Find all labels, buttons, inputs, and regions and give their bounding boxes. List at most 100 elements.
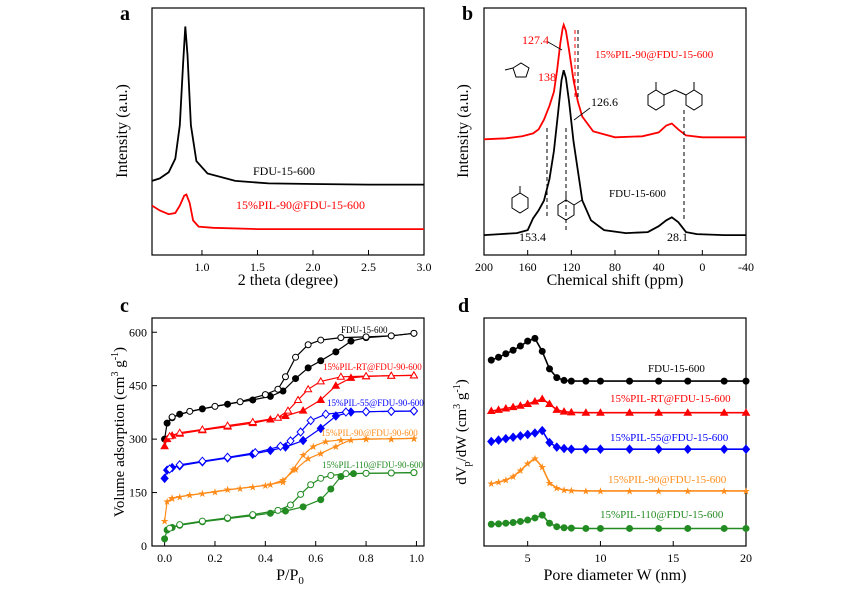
bisphenol-structure-icon bbox=[647, 82, 703, 111]
panel-c-series-4-ads-point-11 bbox=[327, 485, 335, 493]
panel-c-series-0-des-point-12 bbox=[186, 407, 194, 415]
panel-c-series-0-des-point-4 bbox=[317, 336, 325, 344]
panel-d-series-4-point-4 bbox=[516, 517, 524, 525]
panel-d-series-4-point-5 bbox=[524, 516, 532, 524]
substituted-phenol-structure-icon bbox=[557, 193, 583, 221]
panel-d-series-4-point-0 bbox=[487, 520, 495, 528]
panel-d-series-0-point-4 bbox=[516, 342, 524, 350]
panel-d-series-3-point-4: ★ bbox=[516, 466, 525, 477]
panel-d-series-0-point-18 bbox=[742, 377, 750, 385]
panel-c-label-4: 15%PIL-110@FDU-90-600 bbox=[322, 460, 423, 470]
panel-c-series-1-des-point-8 bbox=[273, 413, 283, 421]
panel-c-series-3-adsorption bbox=[164, 437, 414, 522]
panel-d-x-ticks: 5 10 15 20 bbox=[525, 541, 752, 565]
panel-c-series-0-des-point-8 bbox=[274, 385, 282, 393]
panel-c-series-3-ads-point-15: ★ bbox=[387, 434, 396, 445]
panel-b-ann-138: 138 bbox=[538, 70, 556, 84]
panel-b-letter: b bbox=[462, 3, 473, 25]
panel-c-series-0-ads-point-10 bbox=[304, 364, 312, 372]
panel-d-series-1-point-12 bbox=[581, 408, 591, 416]
panel-c-series-2-des-point-1 bbox=[387, 406, 396, 417]
panel-c-x-tick-label-3: 0.6 bbox=[308, 551, 323, 565]
panel-d-series-2-point-15 bbox=[654, 444, 663, 454]
panel-d-series-2-point-13 bbox=[596, 444, 605, 454]
panel-d-series-0-point-2 bbox=[502, 350, 510, 358]
panel-c-series-3-ads-point-2: ★ bbox=[168, 494, 177, 505]
panel-c-series-3-des-point-12: ★ bbox=[185, 491, 194, 502]
panel-c-series-0-ads-point-4 bbox=[198, 405, 206, 413]
panel-b-ann-153: 153.4 bbox=[519, 230, 546, 244]
panel-a-label-fdu: FDU-15-600 bbox=[253, 164, 315, 178]
panel-b-x-tick-label-2: 120 bbox=[562, 260, 580, 274]
panel-b: b 200 160 120 80 40 0 -40 127.4 138 126.6 153.… bbox=[455, 3, 754, 289]
panel-c-series-4-des-point-7 bbox=[297, 490, 305, 498]
panel-d-series-3-point-18: ★ bbox=[742, 486, 751, 497]
panel-c-series-4-ads-point-13 bbox=[349, 470, 357, 478]
panel-c-series-1-des-point-9 bbox=[248, 417, 258, 426]
panel-d-series-2-point-12 bbox=[581, 444, 591, 454]
panel-c-series-3-des-point-4: ★ bbox=[321, 437, 330, 448]
panel-c-series-3-des-point-0: ★ bbox=[409, 434, 418, 445]
panel-c-series-4-des-point-2 bbox=[362, 469, 370, 477]
panel-d-series-4-point-14 bbox=[626, 524, 634, 532]
panel-d-letter: d bbox=[458, 295, 469, 317]
panel-c-series-0-des-point-13 bbox=[168, 413, 176, 421]
panel-d-series-4-point-6 bbox=[531, 514, 539, 522]
panel-d-series-3-point-7: ★ bbox=[538, 463, 547, 474]
panel-c-series-4-des-point-6 bbox=[307, 481, 315, 489]
panel-d-series-1-point-16 bbox=[683, 408, 693, 416]
panel-a-x-tick-label-0: 1.0 bbox=[194, 260, 209, 274]
panel-d-series-1-point-6 bbox=[530, 396, 540, 405]
panel-c-series-4-des-point-11 bbox=[224, 514, 232, 522]
panel-c-series-3-ads-point-16: ★ bbox=[409, 434, 418, 445]
panel-c-series-2-des-point-12 bbox=[175, 460, 184, 470]
panel-d-series-4-point-18 bbox=[742, 524, 750, 532]
panel-c-series-3-ads-point-10: ★ bbox=[304, 454, 313, 465]
panel-d-series-labels: FDU-15-600 15%PIL-RT@FDU-15-600 15%PIL-55@… bbox=[600, 363, 731, 521]
panel-d-series-0-point-6 bbox=[531, 334, 539, 342]
panel-a-series-0 bbox=[151, 26, 424, 186]
panel-c-y-tick-label-4: 600 bbox=[129, 325, 147, 339]
panel-c-series-3-ads-point-1: ★ bbox=[163, 497, 172, 508]
panel-d: d 5 10 15 20 ★★★★★★★★★★★★ ★ ★ ★ ★ ★ ★ ★ FDU-15-600… bbox=[452, 295, 752, 584]
panel-a-ylabel: Intensity (a.u.) bbox=[114, 84, 131, 178]
panel-c-series-0-ads-point-6 bbox=[249, 396, 257, 404]
panel-c-series-0-ads-point-3 bbox=[176, 410, 184, 418]
panel-d-series-3-point-17: ★ bbox=[720, 486, 729, 497]
panel-c-series-2-des-point-8 bbox=[276, 441, 285, 452]
panel-d-series-1-point-3 bbox=[508, 402, 518, 411]
panel-d-series-4-point-9 bbox=[553, 523, 561, 531]
panel-c-series-2-des-point-0 bbox=[409, 406, 419, 416]
panel-d-series-3-point-2: ★ bbox=[501, 476, 510, 487]
panel-c-series-2-ads-point-11 bbox=[331, 411, 341, 421]
panel-d-series-4-point-1 bbox=[495, 520, 503, 528]
panel-c-series-2-des-point-6 bbox=[296, 427, 305, 437]
panel-c-series-1-ads-point-7 bbox=[265, 415, 275, 423]
panel-c-y-tick-label-2: 300 bbox=[129, 432, 147, 446]
panel-c-x-tick-label-5: 1.0 bbox=[409, 551, 424, 565]
panel-d-series-4-point-15 bbox=[655, 524, 663, 532]
panel-c-series-3-ads-point-0: ★ bbox=[160, 517, 169, 528]
panel-d-ylabel: dVp/dW (cm3 g-1) bbox=[452, 379, 473, 485]
panel-c-series-3-des-point-5: ★ bbox=[309, 442, 318, 453]
panel-d-series-0-point-17 bbox=[720, 377, 728, 385]
panel-c-series-0-desorption bbox=[171, 332, 414, 418]
panel-a-frame bbox=[151, 7, 425, 256]
panel-d-series-1-point-18 bbox=[741, 408, 751, 416]
panel-a-series-1 bbox=[151, 193, 424, 230]
panel-c-x-tick-label-4: 0.8 bbox=[359, 551, 374, 565]
panel-d-series-2-point-3 bbox=[508, 432, 518, 443]
panel-d-series-4-point-7 bbox=[538, 511, 546, 519]
panel-b-ann-126-arrow bbox=[573, 107, 591, 121]
panel-b-label-fdu: FDU-15-600 bbox=[609, 188, 666, 200]
panel-d-series-0-point-16 bbox=[684, 377, 692, 385]
panel-c-series-3-des-point-1: ★ bbox=[387, 434, 396, 445]
panel-b-x-tick-label-5: 0 bbox=[699, 260, 705, 274]
panel-c-series-4-ads-point-9 bbox=[299, 503, 307, 511]
panel-d-series-2-point-8 bbox=[545, 437, 554, 448]
panel-a-x-tick-label-1: 1.5 bbox=[250, 260, 265, 274]
panel-c-series-0-ads-point-13 bbox=[347, 337, 355, 345]
panel-c-series-4-des-point-4 bbox=[327, 471, 335, 479]
panel-c-series-3-des-point-10: ★ bbox=[236, 484, 245, 495]
